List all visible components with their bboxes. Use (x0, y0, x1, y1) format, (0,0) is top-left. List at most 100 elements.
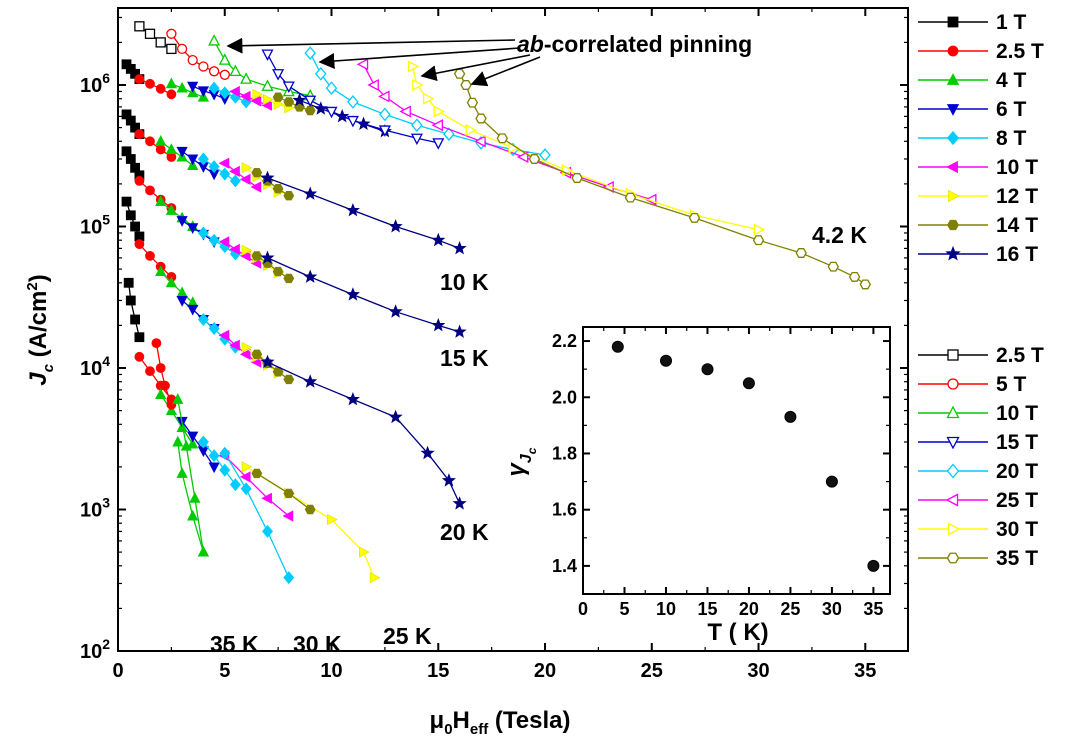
legend-label: 10 T (996, 402, 1038, 425)
series-line (138, 180, 172, 209)
series-line (203, 232, 236, 255)
data-point (145, 366, 155, 377)
legend-marker (946, 160, 958, 174)
data-point (208, 160, 220, 174)
marker (433, 105, 446, 118)
marker (260, 354, 275, 369)
data-point (261, 492, 272, 504)
marker (369, 571, 381, 584)
legend-marker-shape (946, 104, 960, 116)
curve-open (453, 68, 872, 290)
marker (283, 191, 295, 201)
annotation-arrow-3 (420, 54, 531, 82)
marker (197, 226, 209, 240)
data-point (407, 60, 420, 73)
data-point (239, 90, 251, 103)
legend-marker-shape (946, 160, 958, 174)
data-point (165, 276, 178, 288)
curve-filled (121, 196, 145, 242)
y-tick-label: 105 (80, 211, 110, 238)
marker (239, 173, 251, 186)
data-point (197, 152, 209, 166)
marker (528, 154, 541, 164)
legend-marker-shape (945, 245, 961, 261)
data-point (282, 510, 294, 522)
curve-filled (208, 81, 252, 109)
inset-x-tick-label: 30 (822, 599, 842, 619)
data-point (155, 265, 167, 277)
series-line (138, 243, 172, 278)
annotation-label: ab-correlated pinning (517, 31, 752, 57)
curve-open (304, 46, 551, 162)
series-line (224, 334, 258, 363)
marker (303, 269, 318, 283)
marker (125, 154, 136, 164)
series-line (138, 356, 172, 400)
marker (292, 92, 307, 107)
legend-marker-shape (946, 405, 960, 419)
data-point (218, 236, 230, 248)
marker (314, 66, 327, 81)
data-point (262, 524, 273, 538)
series-line (224, 241, 258, 264)
data-point (283, 191, 295, 201)
data-point (187, 304, 199, 316)
legend-marker (948, 189, 960, 203)
marker (241, 162, 253, 174)
legend-label: 10 T (996, 156, 1038, 179)
marker (197, 152, 209, 166)
marker (208, 81, 220, 95)
data-point (252, 88, 264, 100)
inset-y-tick-label: 1.8 (552, 443, 577, 463)
data-point (753, 223, 766, 236)
marker (345, 391, 360, 406)
x-tick-label: 20 (534, 660, 556, 682)
marker (241, 461, 253, 473)
curve-filled (155, 265, 199, 308)
inset-data-point (742, 377, 755, 390)
marker (145, 366, 155, 377)
marker (359, 546, 370, 558)
data-point (229, 339, 240, 351)
temp-label-4-2k: 4.2 K (812, 222, 867, 248)
inset-data-point (825, 475, 838, 488)
marker (367, 78, 379, 92)
marker (475, 113, 487, 124)
main-plot-area (121, 21, 872, 585)
legend-marker (947, 349, 959, 361)
marker (272, 69, 285, 81)
marker (229, 243, 240, 255)
marker (218, 157, 230, 169)
data-point (208, 233, 220, 247)
legend-marker (946, 73, 960, 85)
data-point (848, 271, 861, 282)
data-point (187, 54, 198, 66)
data-point (260, 170, 275, 184)
data-point (452, 240, 467, 255)
marker (516, 150, 529, 164)
data-point (155, 37, 166, 48)
series-line (224, 455, 290, 517)
marker (229, 174, 241, 188)
y-tick-label: 103 (80, 494, 110, 521)
data-point (134, 175, 145, 186)
marker (219, 69, 230, 80)
data-point (187, 509, 199, 521)
data-point (176, 43, 188, 55)
legend-marker-shape (947, 219, 959, 231)
curve-filled (218, 236, 262, 269)
data-point (260, 354, 275, 369)
marker (272, 184, 284, 194)
temp-label-30k: 30 K (293, 631, 342, 657)
data-point (176, 146, 188, 158)
marker (388, 304, 403, 318)
marker (134, 74, 145, 84)
marker (187, 304, 199, 316)
legend-item: 16 T (918, 243, 1038, 266)
marker (208, 34, 221, 46)
data-point (229, 64, 242, 77)
marker (197, 313, 209, 326)
series-line (267, 361, 461, 504)
series-line (224, 452, 290, 578)
legend-label: 20 T (996, 460, 1038, 483)
